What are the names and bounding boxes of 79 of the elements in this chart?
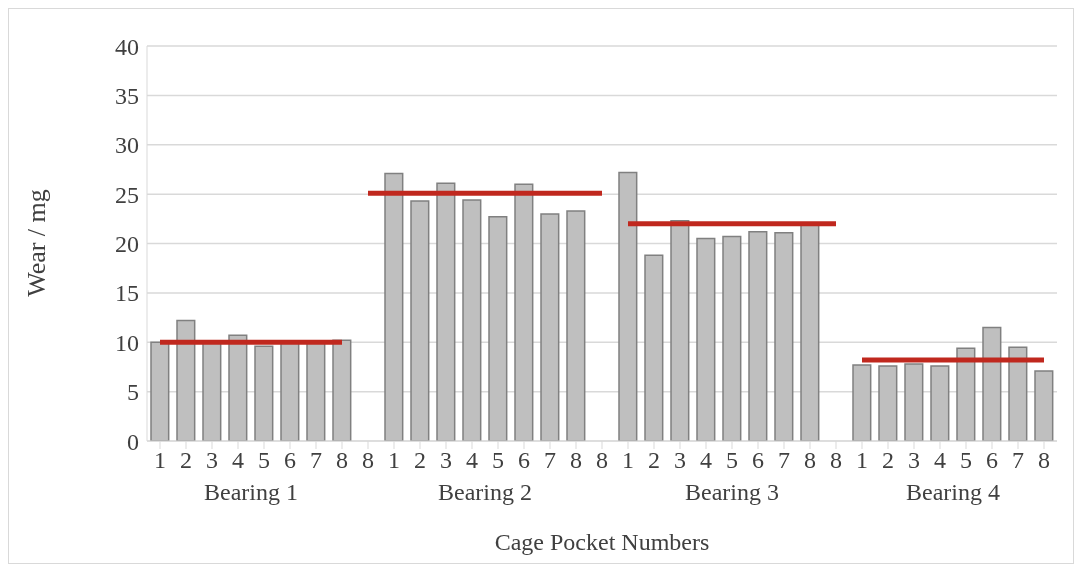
- x-tick-label: 8: [596, 447, 608, 474]
- bar: [748, 230, 768, 441]
- bar: [384, 172, 404, 441]
- bar: [254, 345, 274, 441]
- bar: [488, 216, 508, 441]
- x-tick-label: 3: [206, 447, 218, 474]
- bar: [670, 220, 690, 441]
- text: Bearing 2: [437, 479, 533, 506]
- y-tick-label: 20: [115, 231, 139, 258]
- y-tick-label: 30: [115, 132, 139, 159]
- y-tick-label: 40: [115, 33, 139, 60]
- y-tick-label: 15: [115, 280, 139, 307]
- x-tick-label: 2: [180, 447, 192, 474]
- y-tick-label: 35: [115, 82, 139, 109]
- bar: [228, 334, 248, 441]
- y-tick-label: 0: [127, 428, 139, 455]
- bar: [722, 235, 742, 441]
- x-tick-label: 8: [804, 447, 816, 474]
- bar: [514, 183, 534, 441]
- x-tick-label: 5: [258, 447, 270, 474]
- bar: [1034, 370, 1054, 441]
- x-tick-label: 8: [1038, 447, 1050, 474]
- x-tick-label: 6: [284, 447, 296, 474]
- bar: [930, 365, 950, 441]
- x-tick-label: 4: [232, 447, 244, 474]
- x-tick-label: 4: [466, 447, 478, 474]
- x-tick-label: 7: [544, 447, 556, 474]
- bar: [436, 182, 456, 441]
- bar: [410, 200, 430, 441]
- bar: [904, 363, 924, 441]
- bar: [540, 213, 560, 441]
- x-tick-label: 1: [388, 447, 400, 474]
- x-tick-label: 4: [700, 447, 712, 474]
- bar: [644, 254, 664, 441]
- x-tick-label: 3: [440, 447, 452, 474]
- bar: [462, 199, 482, 441]
- x-tick-label: 4: [934, 447, 946, 474]
- bar: [566, 210, 586, 441]
- bar: [774, 231, 794, 441]
- x-axis-title: Cage Pocket Numbers: [493, 529, 711, 556]
- bar: [956, 347, 976, 441]
- bar: [878, 365, 898, 441]
- x-tick-label: 8: [570, 447, 582, 474]
- bar: [800, 223, 820, 441]
- x-tick-label: 7: [778, 447, 790, 474]
- bar: [176, 319, 196, 441]
- x-tick-label: 2: [414, 447, 426, 474]
- text: Bearing 3: [684, 479, 780, 506]
- bar: [150, 341, 170, 441]
- x-tick-label: 6: [518, 447, 530, 474]
- x-tick-label: 5: [726, 447, 738, 474]
- x-tick-label: 5: [492, 447, 504, 474]
- y-tick-label: 5: [127, 379, 139, 406]
- x-tick-label: 8: [362, 447, 374, 474]
- y-axis-title: Wear / mg: [22, 187, 52, 299]
- x-tick-label: 8: [336, 447, 348, 474]
- x-tick-label: 2: [648, 447, 660, 474]
- x-tick-label: 1: [622, 447, 634, 474]
- bar: [982, 326, 1002, 441]
- x-tick-label: 1: [856, 447, 868, 474]
- bar: [1008, 346, 1028, 441]
- bar: [696, 237, 716, 441]
- x-tick-label: 6: [752, 447, 764, 474]
- x-tick-label: 3: [908, 447, 920, 474]
- x-tick-label: 3: [674, 447, 686, 474]
- text: Bearing 4: [905, 479, 1001, 506]
- x-tick-label: 1: [154, 447, 166, 474]
- x-tick-label: 6: [986, 447, 998, 474]
- y-tick-label: 25: [115, 181, 139, 208]
- bar: [618, 171, 638, 441]
- text: Bearing 1: [203, 479, 299, 506]
- x-tick-label: 5: [960, 447, 972, 474]
- x-tick-label: 2: [882, 447, 894, 474]
- bar: [852, 364, 872, 441]
- bar: [332, 339, 352, 441]
- x-tick-label: 7: [1012, 447, 1024, 474]
- x-tick-label: 8: [830, 447, 842, 474]
- y-tick-label: 10: [115, 329, 139, 356]
- x-tick-label: 7: [310, 447, 322, 474]
